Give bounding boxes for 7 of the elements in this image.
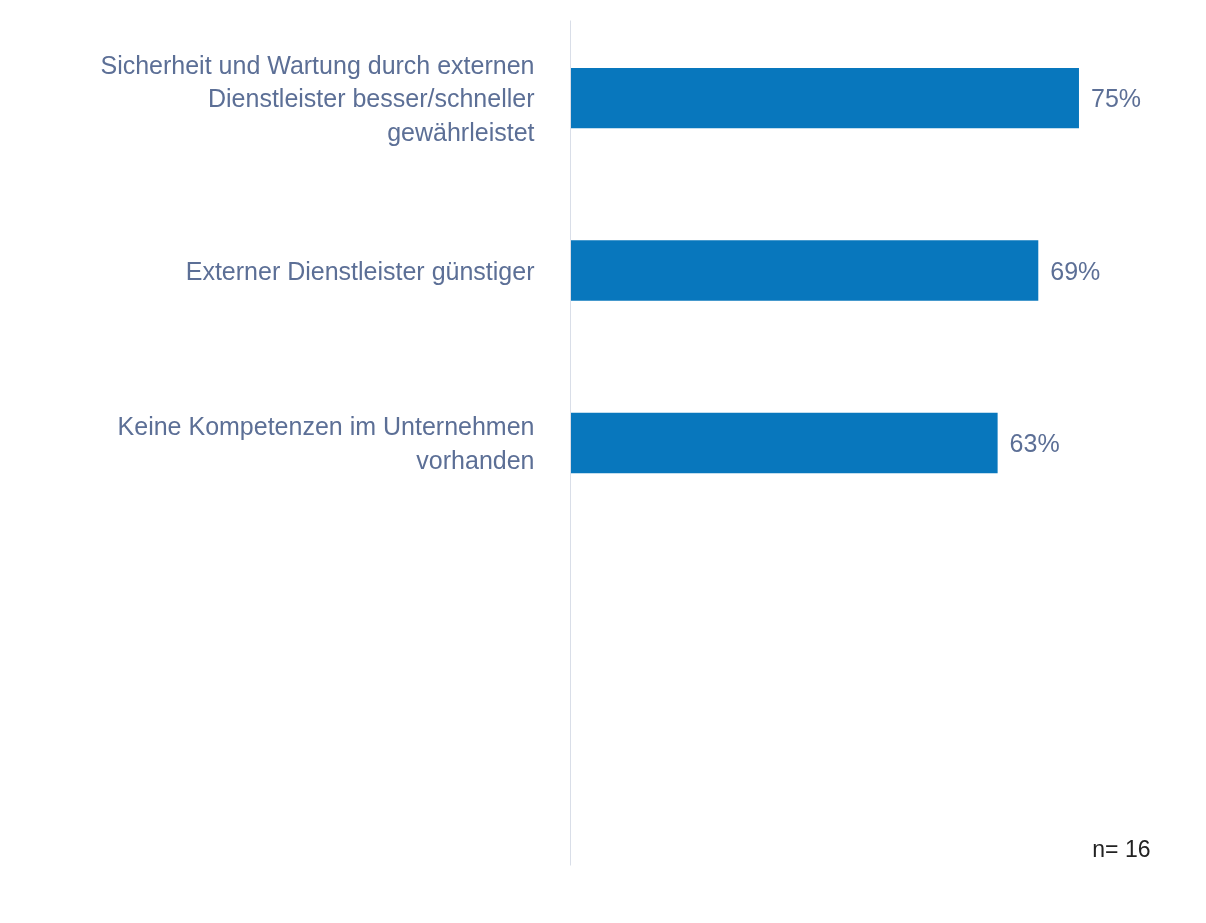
- data-label: 63%: [1009, 429, 1060, 457]
- y-tick-label: Externer Dienstleister günstiger: [185, 256, 535, 285]
- data-label: 69%: [1050, 256, 1101, 285]
- y-tick-label: Sicherheit und Wartung durch externen Dienstleister besser/schneller gewährleistet: [100, 50, 535, 146]
- data-label: 75%: [1090, 84, 1142, 113]
- text: n= 16: [1092, 835, 1151, 862]
- y-tick-label: Keine Kompetenzen im Unternehmen vorhanden: [117, 412, 535, 474]
